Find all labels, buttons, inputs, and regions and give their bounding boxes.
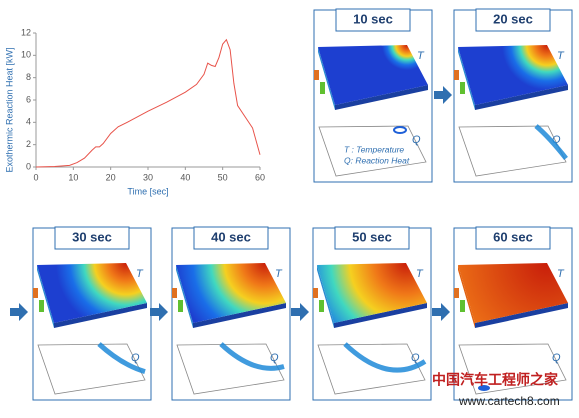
y-tick-label: 8 <box>26 72 31 82</box>
t-label: T <box>557 50 565 62</box>
y-tick-label: 10 <box>21 50 31 60</box>
panel-title-box <box>193 226 269 250</box>
panel-title-box <box>475 8 551 32</box>
plate-edge <box>458 47 475 110</box>
tab <box>454 70 459 80</box>
tab <box>320 82 325 94</box>
panel-title: 50 sec <box>352 229 392 244</box>
panel-title-box <box>335 8 411 32</box>
panel-title: 10 sec <box>353 11 393 26</box>
plate-edge <box>458 265 475 328</box>
q-label: Q <box>552 134 561 146</box>
y-axis-title: Exothermic Reaction Heat [kW] <box>4 47 14 172</box>
q-label: Q <box>411 352 420 364</box>
reaction-front <box>343 342 427 373</box>
panel-title: 60 sec <box>493 229 533 244</box>
q-label: Q <box>552 352 561 364</box>
arrow <box>434 86 452 104</box>
panel: 40 sec T Q <box>171 226 291 401</box>
temperature-plate <box>318 45 428 105</box>
legend-entry: Q: Reaction Heat <box>344 155 410 165</box>
reaction-plate <box>317 343 426 395</box>
plate-side <box>335 85 428 110</box>
y-tick-label: 6 <box>26 94 31 104</box>
reaction-plate <box>458 343 567 395</box>
tab <box>460 300 465 312</box>
plate-side <box>193 303 286 328</box>
panel-title-box <box>475 226 551 250</box>
tab <box>33 288 38 298</box>
reaction-plate <box>176 343 285 395</box>
tab <box>313 288 318 298</box>
tab <box>314 70 319 80</box>
q-label: Q <box>131 352 140 364</box>
plate-edge <box>176 265 193 328</box>
data-line <box>35 38 261 168</box>
y-tick-label: 0 <box>26 161 31 171</box>
panel-title: 20 sec <box>493 11 533 26</box>
panel: 20 sec T Q <box>453 8 573 183</box>
tab <box>460 82 465 94</box>
panel: 30 sec T Q <box>32 226 152 401</box>
tab <box>178 300 183 312</box>
reaction-front <box>97 342 146 374</box>
reaction-spot <box>393 126 407 134</box>
y-tick-label: 12 <box>21 27 31 37</box>
t-label: T <box>275 268 283 280</box>
plate-edge <box>318 47 335 110</box>
x-tick-label: 50 <box>218 172 228 182</box>
temperature-plate <box>176 263 286 323</box>
x-axis-title: Time [sec] <box>127 186 168 196</box>
x-tick-label: 20 <box>106 172 116 182</box>
arrow <box>432 303 450 321</box>
q-label: Q <box>270 352 279 364</box>
temperature-plate <box>37 263 147 323</box>
y-tick-label: 2 <box>26 139 31 149</box>
panel-title-box <box>54 226 130 250</box>
t-label: T <box>557 268 565 280</box>
t-label: T <box>417 50 425 62</box>
panel-title: 40 sec <box>211 229 251 244</box>
plate-side <box>334 303 427 328</box>
tab <box>39 300 44 312</box>
watermark-site: 中国汽车工程师之家 <box>432 372 559 388</box>
reaction-plate <box>318 125 427 177</box>
panel-title: 30 sec <box>72 229 112 244</box>
legend-entry: T : Temperature <box>344 144 404 154</box>
tab <box>454 288 459 298</box>
panel: 60 sec T Q <box>453 226 573 401</box>
plate-side <box>475 85 568 110</box>
reaction-front <box>219 342 285 371</box>
plate-edge <box>317 265 334 328</box>
panel: 50 sec T Q <box>312 226 432 401</box>
arrow <box>291 303 309 321</box>
reaction-plate <box>37 343 146 395</box>
x-tick-label: 60 <box>255 172 265 182</box>
arrow <box>10 303 28 321</box>
arrow <box>150 303 168 321</box>
q-label: Q <box>412 134 421 146</box>
tab <box>172 288 177 298</box>
x-tick-label: 0 <box>33 172 38 182</box>
reaction-front <box>534 124 568 160</box>
y-tick-label: 4 <box>26 117 31 127</box>
temperature-plate <box>317 263 427 323</box>
reaction-spot <box>478 385 490 391</box>
x-tick-label: 30 <box>143 172 153 182</box>
x-tick-label: 40 <box>180 172 190 182</box>
tab <box>319 300 324 312</box>
plate-side <box>475 303 568 328</box>
panel-title-box <box>334 226 410 250</box>
watermark-url: www.cartech8.com <box>458 394 560 408</box>
temperature-plate <box>458 45 568 105</box>
t-label: T <box>136 268 144 280</box>
plate-side <box>54 303 147 328</box>
reaction-plate <box>458 125 567 177</box>
plate-edge <box>37 265 54 328</box>
temperature-plate <box>458 263 568 323</box>
t-label: T <box>416 268 424 280</box>
x-tick-label: 10 <box>68 172 78 182</box>
